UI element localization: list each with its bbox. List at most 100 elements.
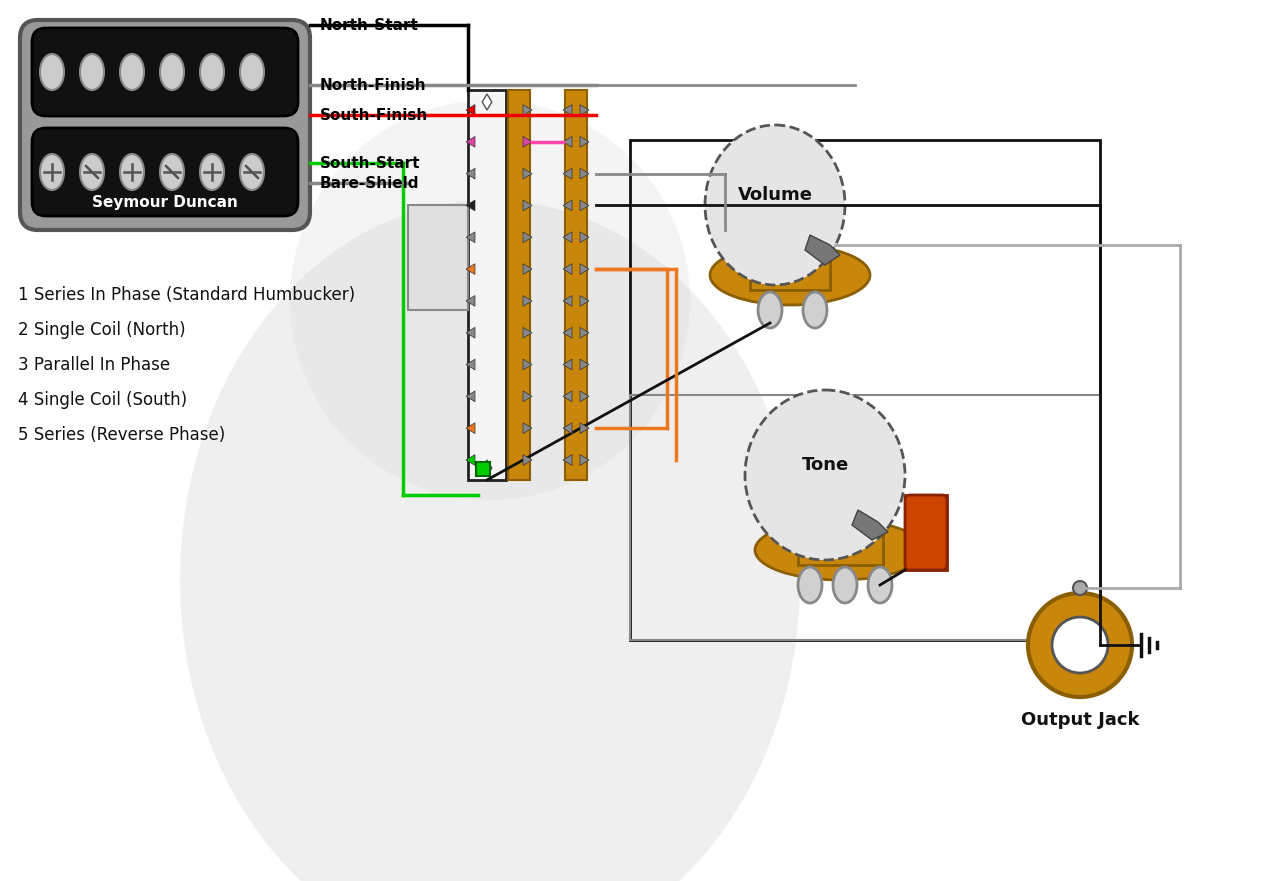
- Ellipse shape: [40, 54, 64, 90]
- Ellipse shape: [1028, 593, 1132, 697]
- Ellipse shape: [1073, 581, 1087, 595]
- Polygon shape: [580, 105, 589, 115]
- Polygon shape: [852, 510, 888, 540]
- Polygon shape: [483, 94, 492, 110]
- Polygon shape: [466, 232, 475, 242]
- Ellipse shape: [710, 245, 870, 305]
- Bar: [508, 90, 530, 480]
- Polygon shape: [580, 423, 589, 433]
- Text: 3 Parallel In Phase: 3 Parallel In Phase: [18, 356, 170, 374]
- Polygon shape: [580, 359, 589, 370]
- Text: North-Finish: North-Finish: [320, 78, 426, 93]
- Polygon shape: [563, 328, 572, 338]
- FancyBboxPatch shape: [32, 128, 298, 216]
- Bar: [408, 205, 468, 310]
- Polygon shape: [580, 137, 589, 147]
- Polygon shape: [580, 455, 589, 465]
- Polygon shape: [580, 295, 589, 307]
- Polygon shape: [805, 235, 840, 265]
- Polygon shape: [580, 328, 589, 338]
- Ellipse shape: [745, 390, 905, 560]
- Bar: [476, 462, 490, 476]
- Ellipse shape: [180, 200, 800, 881]
- Polygon shape: [563, 423, 572, 433]
- Ellipse shape: [1052, 617, 1108, 673]
- Polygon shape: [524, 105, 532, 115]
- Polygon shape: [466, 295, 475, 307]
- Polygon shape: [580, 232, 589, 242]
- Polygon shape: [466, 263, 475, 275]
- Ellipse shape: [705, 125, 845, 285]
- Bar: [797, 535, 883, 565]
- Ellipse shape: [120, 54, 143, 90]
- Ellipse shape: [755, 520, 925, 580]
- Ellipse shape: [200, 154, 224, 190]
- Polygon shape: [580, 168, 589, 179]
- Polygon shape: [563, 168, 572, 179]
- Ellipse shape: [758, 292, 782, 328]
- Polygon shape: [524, 391, 532, 402]
- Ellipse shape: [803, 292, 827, 328]
- Polygon shape: [466, 423, 475, 433]
- Polygon shape: [466, 391, 475, 402]
- Text: Seymour Duncan: Seymour Duncan: [92, 195, 238, 210]
- Polygon shape: [524, 137, 532, 147]
- Polygon shape: [524, 295, 532, 307]
- Text: 2 Single Coil (North): 2 Single Coil (North): [18, 321, 186, 339]
- Polygon shape: [563, 263, 572, 275]
- Polygon shape: [466, 137, 475, 147]
- Polygon shape: [483, 460, 492, 476]
- Text: Bare-Shield: Bare-Shield: [320, 175, 420, 190]
- Text: South-Finish: South-Finish: [320, 107, 429, 122]
- Polygon shape: [580, 200, 589, 211]
- Polygon shape: [563, 105, 572, 115]
- Ellipse shape: [40, 154, 64, 190]
- Ellipse shape: [797, 567, 822, 603]
- Bar: [630, 140, 1100, 640]
- Polygon shape: [563, 391, 572, 402]
- Polygon shape: [524, 455, 532, 465]
- Polygon shape: [466, 328, 475, 338]
- Ellipse shape: [241, 154, 264, 190]
- Polygon shape: [524, 328, 532, 338]
- Polygon shape: [563, 295, 572, 307]
- Text: 4 Single Coil (South): 4 Single Coil (South): [18, 391, 187, 409]
- FancyBboxPatch shape: [905, 495, 947, 570]
- Polygon shape: [466, 168, 475, 179]
- Text: 1 Series In Phase (Standard Humbucker): 1 Series In Phase (Standard Humbucker): [18, 286, 355, 304]
- FancyBboxPatch shape: [32, 28, 298, 116]
- Polygon shape: [524, 359, 532, 370]
- Ellipse shape: [291, 100, 690, 500]
- Text: Output Jack: Output Jack: [1020, 711, 1139, 729]
- Ellipse shape: [241, 54, 264, 90]
- Polygon shape: [466, 200, 475, 211]
- Polygon shape: [466, 455, 475, 465]
- Polygon shape: [524, 263, 532, 275]
- Bar: [750, 260, 829, 290]
- Text: North-Start: North-Start: [320, 18, 419, 33]
- Polygon shape: [563, 137, 572, 147]
- Text: Tone: Tone: [801, 456, 849, 474]
- Polygon shape: [466, 359, 475, 370]
- Bar: [564, 90, 588, 480]
- Polygon shape: [524, 423, 532, 433]
- Ellipse shape: [868, 567, 892, 603]
- Polygon shape: [580, 263, 589, 275]
- Polygon shape: [563, 359, 572, 370]
- Ellipse shape: [120, 154, 143, 190]
- Ellipse shape: [79, 154, 104, 190]
- Polygon shape: [466, 105, 475, 115]
- Polygon shape: [563, 232, 572, 242]
- Polygon shape: [580, 391, 589, 402]
- Bar: [630, 395, 1100, 640]
- Ellipse shape: [79, 54, 104, 90]
- Ellipse shape: [160, 154, 184, 190]
- Text: 5 Series (Reverse Phase): 5 Series (Reverse Phase): [18, 426, 225, 444]
- Polygon shape: [563, 455, 572, 465]
- FancyBboxPatch shape: [20, 20, 310, 230]
- Polygon shape: [563, 200, 572, 211]
- Polygon shape: [524, 200, 532, 211]
- Text: Volume: Volume: [737, 186, 813, 204]
- Text: South-Start: South-Start: [320, 156, 421, 171]
- Ellipse shape: [160, 54, 184, 90]
